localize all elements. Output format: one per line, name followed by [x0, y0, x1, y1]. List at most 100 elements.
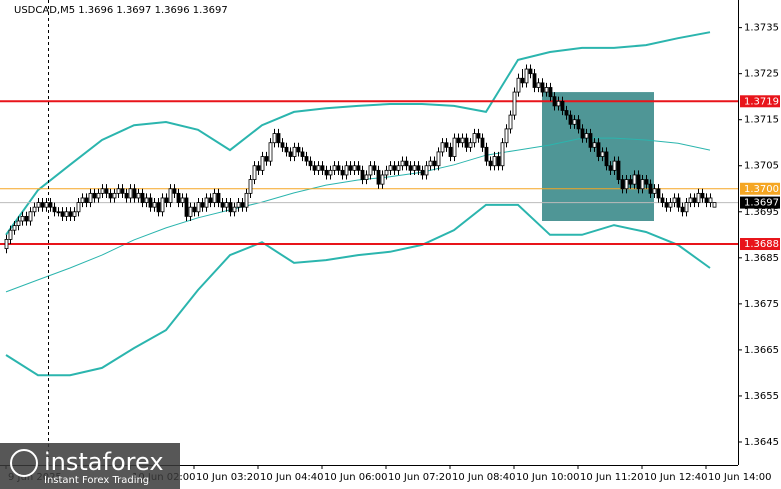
candle-body	[428, 160, 433, 167]
candle-body	[160, 197, 165, 213]
candle-body	[624, 179, 629, 190]
candle-body	[212, 192, 217, 203]
candle-body	[500, 142, 505, 167]
candle-body	[260, 156, 265, 171]
candle-body	[36, 202, 41, 208]
candle-body	[388, 165, 393, 171]
candle-body	[264, 156, 269, 162]
candle-body	[352, 165, 357, 171]
candle-body	[220, 202, 225, 208]
candle-body	[588, 133, 593, 148]
candle-body	[700, 192, 705, 199]
band-upper	[5, 31, 711, 236]
candle-body	[480, 137, 485, 148]
candle-body	[688, 197, 693, 203]
candle-body	[548, 87, 553, 98]
candle-body	[656, 188, 661, 199]
candle-body	[636, 174, 641, 190]
candle-body	[668, 202, 673, 208]
candle-body	[444, 142, 449, 148]
candle-body	[476, 133, 481, 139]
candle-body	[712, 202, 717, 208]
candle-body	[124, 192, 129, 199]
candle-body	[484, 146, 489, 162]
x-tick-label: 10 Jun 03:20	[196, 472, 260, 483]
candle-body	[196, 202, 201, 213]
y-tick-label: 1.3705	[744, 161, 779, 172]
candle-body	[508, 114, 513, 130]
candle-body	[24, 215, 29, 222]
candle-body	[52, 206, 57, 213]
candle-body	[308, 160, 313, 167]
logo: instaforex Instant Forex Trading	[0, 443, 180, 489]
candle-body	[676, 197, 681, 208]
level-label-box	[740, 95, 780, 108]
candle-body	[568, 114, 573, 125]
candle-body	[472, 133, 477, 144]
candle-body	[92, 192, 97, 199]
candle-body	[692, 197, 697, 203]
y-tick-label: 1.3655	[744, 391, 779, 402]
candle-body	[20, 215, 25, 222]
candle-body	[4, 239, 9, 250]
chart-title: USDCAD,M5 1.3696 1.3697 1.3696 1.3697	[14, 5, 228, 16]
candle-body	[616, 160, 621, 180]
last-price-box	[740, 196, 780, 209]
y-tick-label: 1.3715	[744, 115, 779, 126]
candle-body	[40, 202, 45, 208]
candle-body	[376, 169, 381, 185]
candle-body	[412, 165, 417, 171]
brand-tagline: Instant Forex Trading	[44, 475, 149, 486]
candle-body	[660, 197, 665, 203]
candle-body	[488, 160, 493, 167]
candle-body	[384, 169, 389, 176]
candle-body	[168, 188, 173, 203]
candle-body	[152, 202, 157, 208]
x-tick-label: 10 Jun 11:20	[580, 472, 644, 483]
candle-body	[684, 202, 689, 213]
candle-body	[420, 169, 425, 176]
candle-body	[652, 188, 657, 194]
candle-body	[180, 197, 185, 203]
candle-body	[628, 179, 633, 185]
candle-body	[448, 146, 453, 157]
candle-body	[192, 206, 197, 213]
candle-body	[176, 192, 181, 203]
candle-body	[280, 142, 285, 148]
candle-body	[556, 100, 561, 107]
candle-body	[680, 206, 685, 213]
y-tick-label: 1.3685	[744, 253, 779, 264]
plot-area	[0, 31, 738, 377]
candle-body	[592, 142, 597, 148]
level-label-box	[740, 182, 780, 195]
brand-name: instaforex	[44, 448, 164, 476]
candle-body	[332, 165, 337, 171]
candle-body	[608, 165, 613, 171]
candle-body	[468, 142, 473, 148]
candle-body	[696, 192, 701, 203]
candle-body	[296, 146, 301, 153]
candle-body	[116, 188, 121, 194]
candle-body	[708, 197, 713, 203]
candle-body	[504, 128, 509, 144]
band-lower	[5, 203, 711, 377]
y-tick-label: 1.3675	[744, 299, 779, 310]
candle-body	[292, 146, 297, 157]
candle-body	[128, 188, 133, 199]
candle-body	[344, 165, 349, 176]
candle-body	[232, 206, 237, 213]
candle-body	[320, 165, 325, 171]
candle-body	[644, 179, 649, 185]
candle-body	[156, 202, 161, 213]
candle-body	[268, 142, 273, 162]
candle-body	[580, 128, 585, 139]
candle-body	[16, 220, 21, 226]
candle-body	[524, 68, 529, 84]
candle-body	[208, 197, 213, 203]
candle-body	[140, 192, 145, 203]
candle-body	[516, 77, 521, 93]
candle-body	[596, 142, 601, 157]
candle-body	[312, 165, 317, 171]
candle-body	[532, 73, 537, 88]
x-tick-label: 10 Jun 08:40	[452, 472, 516, 483]
